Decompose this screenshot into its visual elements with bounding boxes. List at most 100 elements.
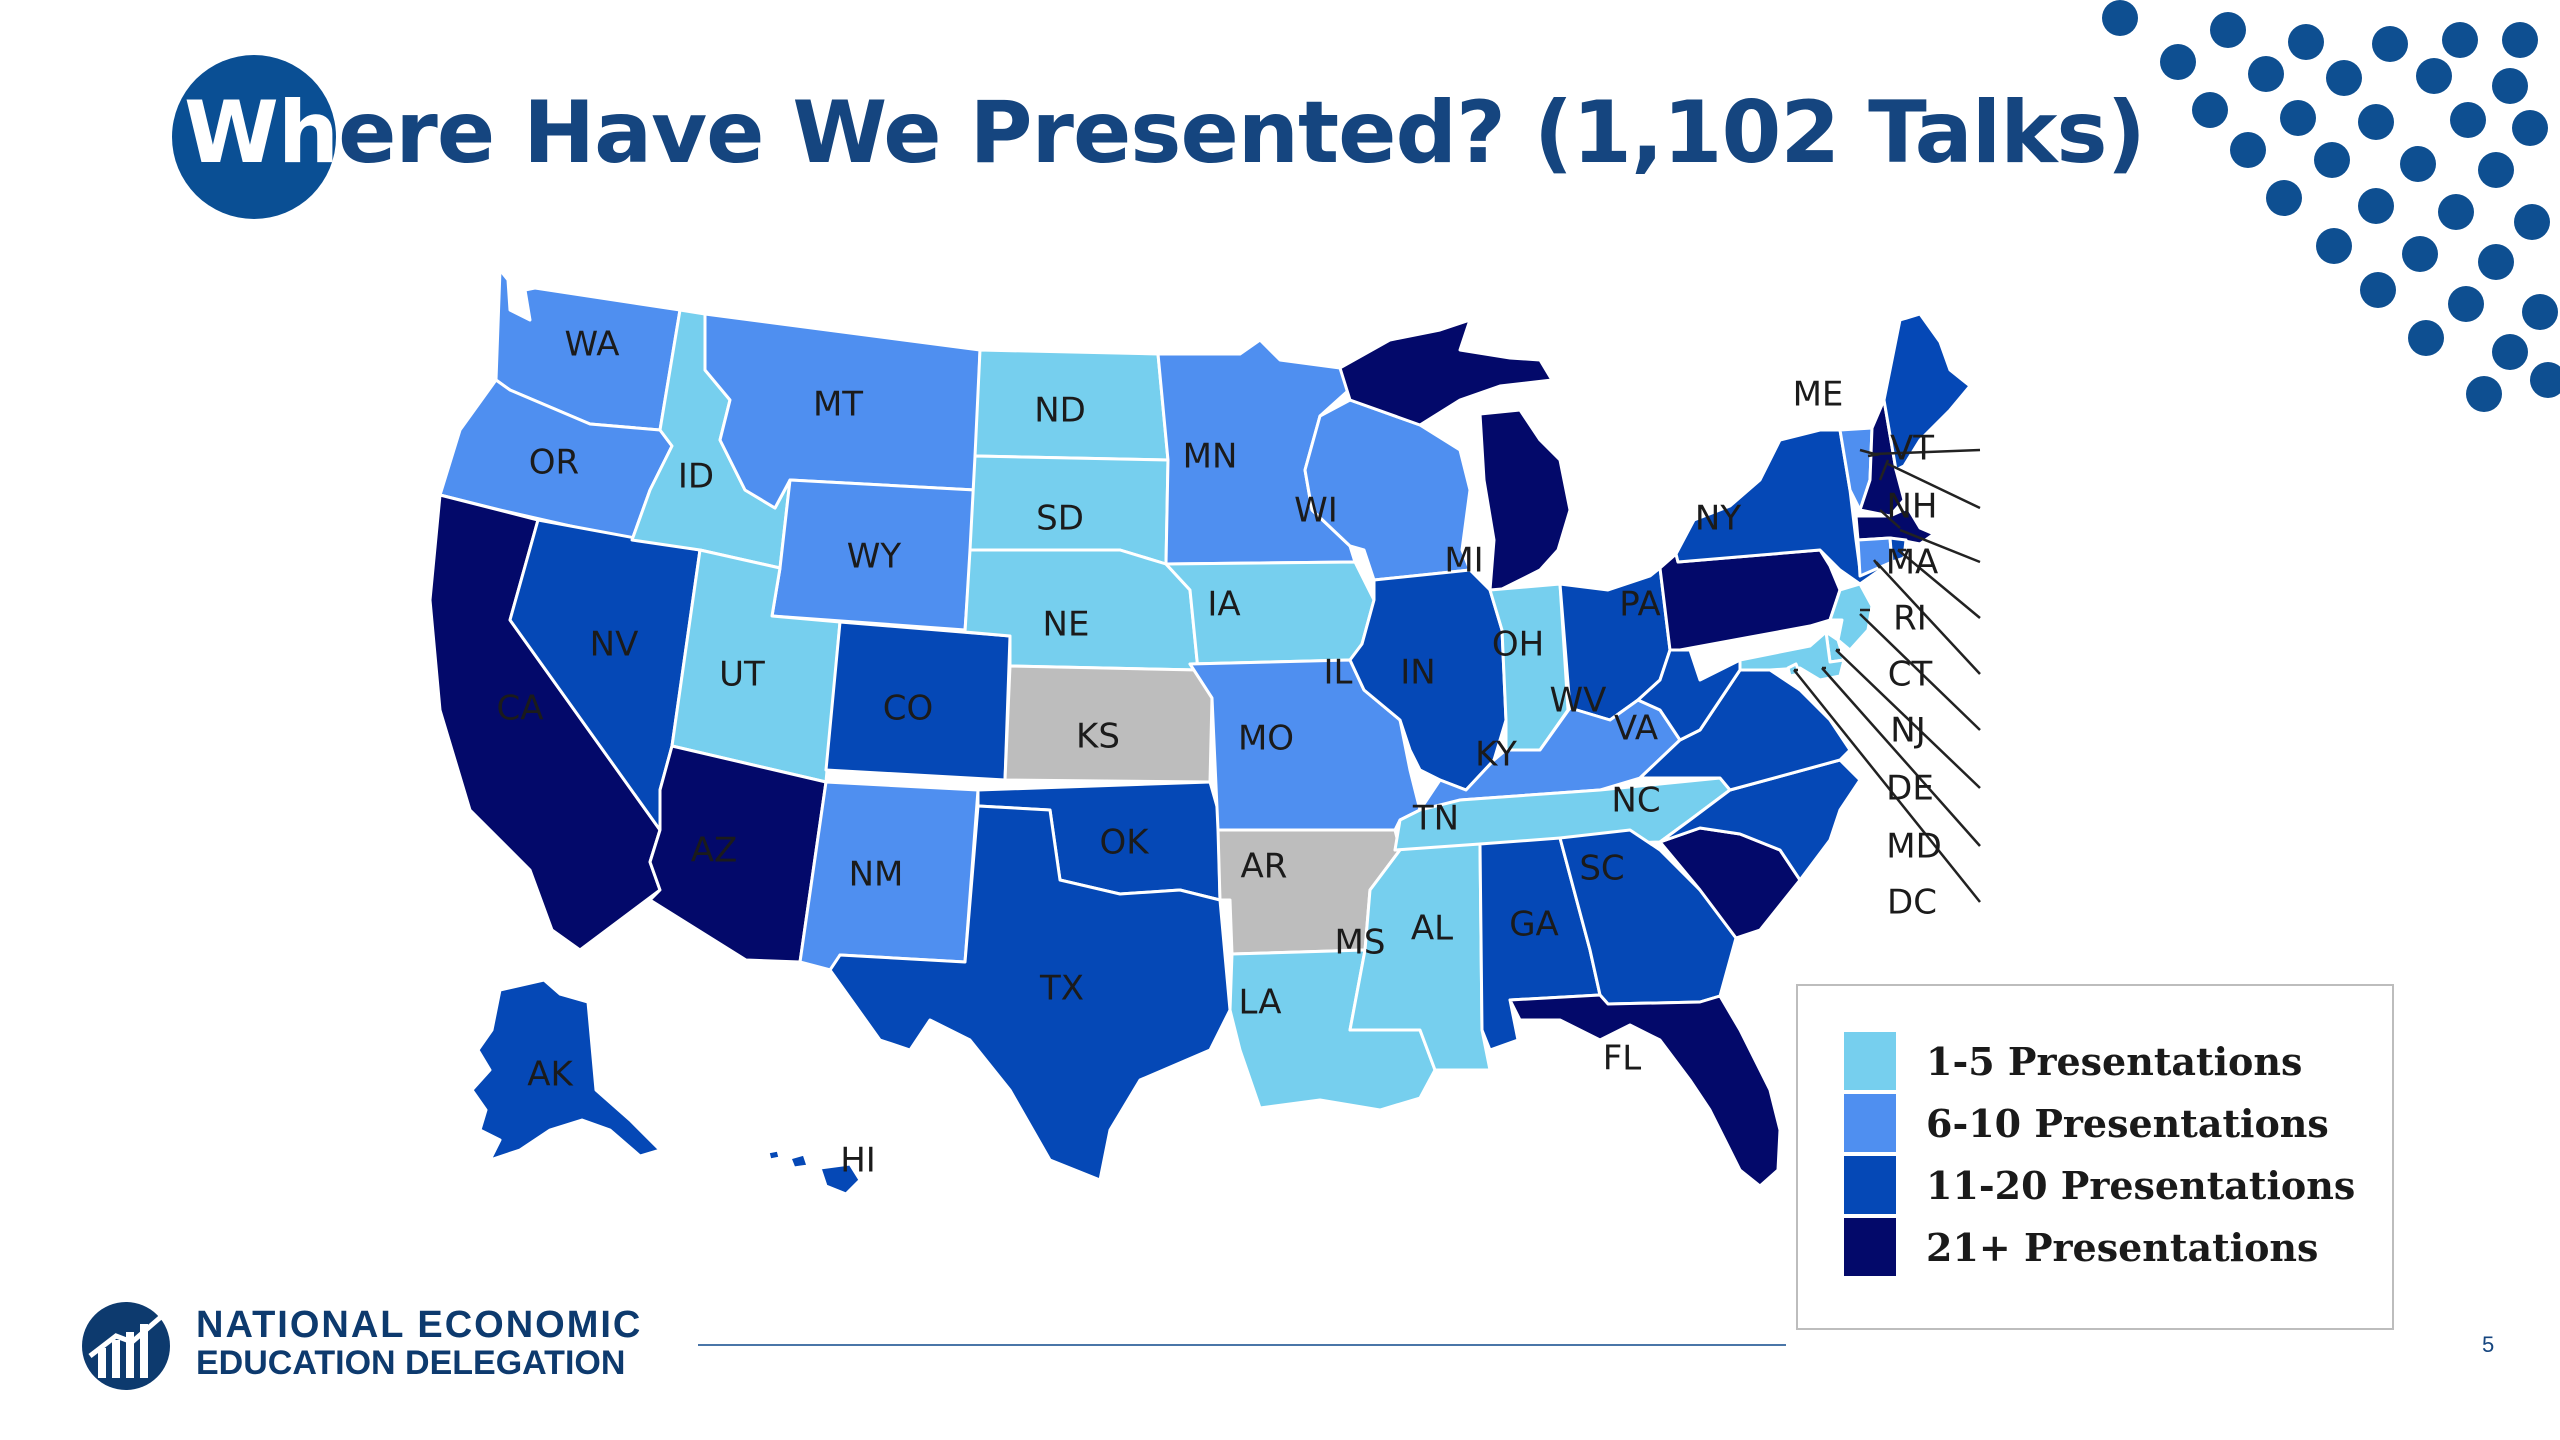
org-name-line2: EDUCATION DELEGATION	[196, 1344, 626, 1382]
legend-label: 6-10 Presentations	[1926, 1100, 2329, 1146]
decorative-dot	[2514, 204, 2550, 240]
label-MT: MT	[813, 385, 863, 425]
label-IL: IL	[1324, 653, 1353, 693]
decorative-dot	[2492, 68, 2528, 104]
state-AZ	[648, 744, 828, 964]
label-OR: OR	[529, 443, 579, 483]
legend-item: 11-20 Presentations	[1844, 1156, 2355, 1214]
label-UT: UT	[719, 655, 765, 695]
state-HI	[766, 1148, 862, 1196]
legend-label: 21+ Presentations	[1926, 1224, 2319, 1270]
decorative-dot	[2402, 236, 2438, 272]
label-IA: IA	[1207, 585, 1240, 625]
decorative-dot	[2438, 194, 2474, 230]
state-TX	[828, 804, 1232, 1182]
label-KS: KS	[1076, 717, 1120, 757]
decorative-dot	[2522, 294, 2558, 330]
decorative-dot	[2416, 58, 2452, 94]
org-name: NATIONAL ECONOMIC EDUCATION DELEGATION	[196, 1306, 642, 1382]
label-LA: LA	[1239, 983, 1282, 1023]
label-VA: VA	[1614, 709, 1658, 749]
label-MN: MN	[1183, 437, 1238, 477]
decorative-dot	[2358, 104, 2394, 140]
org-logo-icon	[82, 1302, 170, 1390]
decorative-dot	[2248, 56, 2284, 92]
label-WV: WV	[1550, 681, 1607, 721]
state-AK	[470, 978, 662, 1162]
decorative-dot	[2408, 320, 2444, 356]
label-NE: NE	[1043, 605, 1090, 645]
decorative-dot	[2442, 22, 2478, 58]
label-OK: OK	[1099, 823, 1150, 863]
legend-label: 1-5 Presentations	[1926, 1038, 2303, 1084]
label-CT: CT	[1888, 655, 1933, 695]
label-NH: NH	[1887, 487, 1938, 527]
decorative-dot	[2372, 26, 2408, 62]
decorative-dot	[2314, 142, 2350, 178]
label-MA: MA	[1886, 543, 1939, 583]
page-title: Where Have We Presented? (1,102 Talks)	[184, 83, 2146, 183]
decorative-dot	[2478, 152, 2514, 188]
decorative-dot	[2530, 362, 2560, 398]
label-RI: RI	[1893, 599, 1927, 639]
label-FL: FL	[1603, 1039, 1642, 1079]
label-OH: OH	[1492, 625, 1544, 665]
decorative-dot	[2502, 22, 2538, 58]
state-KY	[1418, 698, 1682, 812]
legend-item: 1-5 Presentations	[1844, 1032, 2302, 1090]
label-MD: MD	[1886, 827, 1942, 867]
title-accent-circle	[172, 55, 336, 219]
state-NC	[1658, 758, 1862, 882]
decorative-dot	[2450, 102, 2486, 138]
legend: 1-5 Presentations 6-10 Presentations 11-…	[1796, 984, 2394, 1330]
state-MD	[1738, 630, 1846, 682]
label-WY: WY	[847, 537, 902, 577]
label-ID: ID	[678, 457, 714, 497]
decorative-dots	[2102, 0, 2560, 412]
legend-item: 6-10 Presentations	[1844, 1094, 2329, 1152]
decorative-dot	[2288, 24, 2324, 60]
decorative-dot	[2192, 92, 2228, 128]
decorative-dot	[2326, 60, 2362, 96]
label-KY: KY	[1475, 735, 1517, 775]
decorative-dot	[2492, 334, 2528, 370]
label-SC: SC	[1579, 849, 1624, 889]
legend-swatch-11-20	[1844, 1156, 1896, 1214]
label-TX: TX	[1039, 969, 1084, 1009]
decorative-dot	[2512, 110, 2548, 146]
label-NC: NC	[1611, 781, 1660, 821]
label-NY: NY	[1695, 499, 1741, 539]
legend-swatch-21-plus	[1844, 1218, 1896, 1276]
label-DC: DC	[1887, 883, 1937, 923]
label-DE: DE	[1886, 769, 1934, 809]
label-IN: IN	[1400, 653, 1435, 693]
label-VT: VT	[1890, 429, 1934, 469]
label-MS: MS	[1335, 923, 1386, 963]
us-map: WA OR CA NV ID MT WY UT AZ CO NM ND SD N…	[428, 268, 1981, 1196]
legend-item: 21+ Presentations	[1844, 1218, 2318, 1276]
state-FL	[1508, 993, 1782, 1188]
label-GA: GA	[1509, 905, 1559, 945]
label-AK: AK	[527, 1055, 574, 1095]
decorative-dot	[2210, 12, 2246, 48]
decorative-dot	[2316, 228, 2352, 264]
decorative-dot	[2266, 180, 2302, 216]
label-PA: PA	[1619, 585, 1661, 625]
decorative-dot	[2466, 376, 2502, 412]
label-AR: AR	[1241, 847, 1288, 887]
label-MI: MI	[1444, 541, 1483, 581]
org-name-line1: NATIONAL ECONOMIC	[196, 1304, 643, 1346]
label-CO: CO	[883, 689, 934, 729]
label-NM: NM	[849, 855, 904, 895]
label-AL: AL	[1411, 909, 1453, 949]
state-KS	[1003, 664, 1214, 784]
state-labels: WA OR CA NV ID MT WY UT AZ CO NM ND SD N…	[497, 325, 1942, 1181]
decorative-dot	[2102, 0, 2138, 36]
label-HI: HI	[840, 1141, 876, 1181]
legend-label: 11-20 Presentations	[1926, 1162, 2356, 1208]
label-NJ: NJ	[1890, 711, 1925, 751]
decorative-dot	[2360, 272, 2396, 308]
state-NY	[1674, 428, 1902, 586]
label-WI: WI	[1294, 491, 1338, 531]
